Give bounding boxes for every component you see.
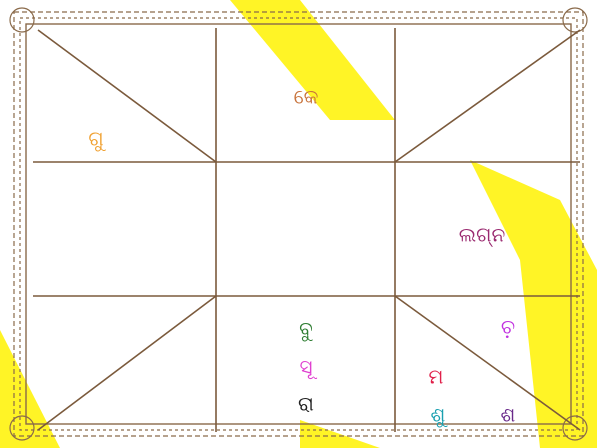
planet-label: ସୂ [299,355,317,381]
planet-label: ଚ଼ [501,315,515,339]
planet-label: ଶ [501,403,516,427]
planet-label: ମ [429,365,444,389]
page: {"houses": { "top": {"label": "କେ", "col… [0,0,597,448]
planet-label: ଲଗ୍ନ [459,223,506,247]
horoscope-chart: କେ ଗୁ ଲଗ୍ନ ବୁ ସୂ ରା ଚ଼ ମ ଶୁ ଶ [0,0,597,448]
planet-label: ବୁ [299,317,313,342]
planet-label: ରା [298,392,314,416]
planet-label: ଗୁ [88,127,106,152]
planet-label: କେ [294,85,319,109]
watermark [0,0,597,448]
